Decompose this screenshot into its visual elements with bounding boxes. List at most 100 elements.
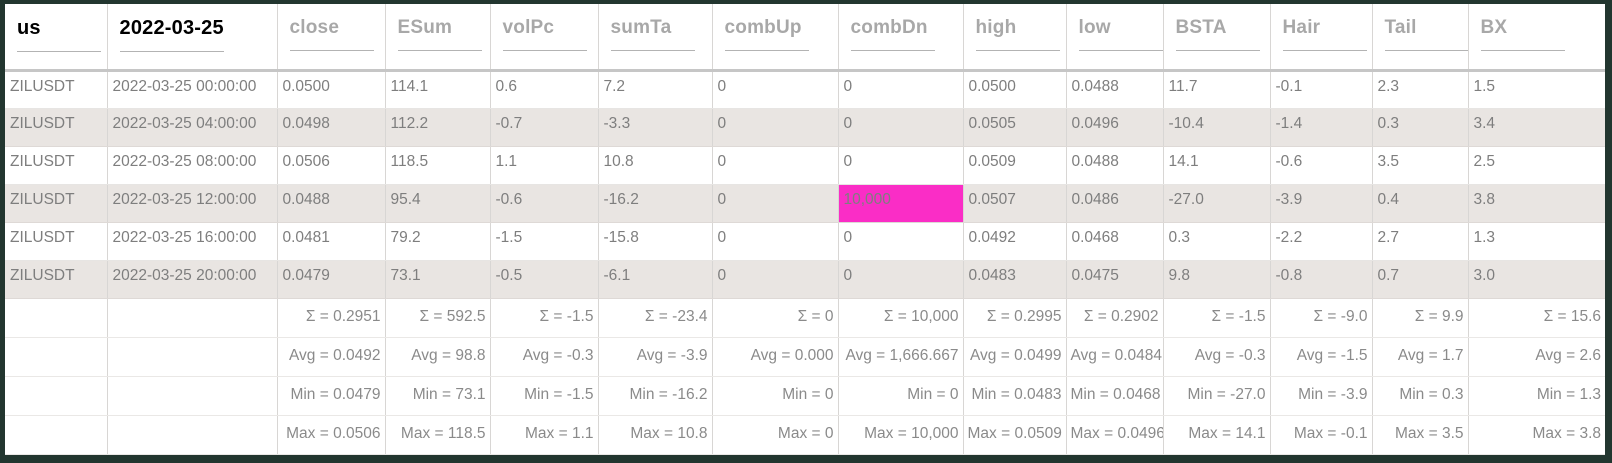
cell-esum[interactable]: 118.5: [384, 146, 490, 185]
cell-close[interactable]: 0.0479: [276, 260, 385, 299]
cell-sumta[interactable]: -15.8: [597, 222, 712, 261]
cell-bsta[interactable]: -10.4: [1162, 108, 1270, 147]
cell-tail[interactable]: 0.3: [1371, 108, 1468, 147]
column-filter-input[interactable]: [975, 50, 1060, 51]
column-filter-input[interactable]: [850, 50, 935, 51]
cell-combdn[interactable]: 0: [837, 260, 963, 299]
column-header-date[interactable]: 2022-03-25: [106, 4, 277, 72]
cell-combdn[interactable]: 0: [837, 146, 963, 185]
cell-hair[interactable]: -2.2: [1269, 222, 1372, 261]
cell-bx[interactable]: 2.5: [1467, 146, 1605, 185]
cell-combdn[interactable]: 0: [837, 70, 963, 109]
column-filter-input[interactable]: [119, 51, 224, 52]
cell-high[interactable]: 0.0483: [962, 260, 1066, 299]
column-header-bx[interactable]: BX: [1467, 4, 1605, 72]
cell-low[interactable]: 0.0486: [1065, 184, 1163, 223]
cell-close[interactable]: 0.0506: [276, 146, 385, 185]
column-header-low[interactable]: low: [1065, 4, 1163, 72]
highlighted-cell-combdn[interactable]: 10,000: [837, 184, 963, 223]
cell-date[interactable]: 2022-03-25 20:00:00: [106, 260, 277, 299]
column-header-tail[interactable]: Tail: [1371, 4, 1468, 72]
cell-low[interactable]: 0.0468: [1065, 222, 1163, 261]
cell-us[interactable]: ZILUSDT: [5, 70, 107, 109]
cell-volpc[interactable]: 1.1: [489, 146, 598, 185]
cell-volpc[interactable]: -0.7: [489, 108, 598, 147]
cell-us[interactable]: ZILUSDT: [5, 108, 107, 147]
cell-combup[interactable]: 0: [711, 70, 838, 109]
cell-volpc[interactable]: -1.5: [489, 222, 598, 261]
cell-bsta[interactable]: -27.0: [1162, 184, 1270, 223]
column-filter-input[interactable]: [724, 50, 809, 51]
cell-combdn[interactable]: 0: [837, 108, 963, 147]
cell-us[interactable]: ZILUSDT: [5, 146, 107, 185]
cell-close[interactable]: 0.0488: [276, 184, 385, 223]
cell-low[interactable]: 0.0488: [1065, 70, 1163, 109]
cell-sumta[interactable]: 7.2: [597, 70, 712, 109]
cell-tail[interactable]: 2.3: [1371, 70, 1468, 109]
column-header-bsta[interactable]: BSTA: [1162, 4, 1270, 72]
column-header-sumta[interactable]: sumTa: [597, 4, 712, 72]
cell-hair[interactable]: -0.1: [1269, 70, 1372, 109]
cell-bsta[interactable]: 9.8: [1162, 260, 1270, 299]
cell-date[interactable]: 2022-03-25 16:00:00: [106, 222, 277, 261]
cell-tail[interactable]: 3.5: [1371, 146, 1468, 185]
column-filter-input[interactable]: [289, 50, 374, 51]
column-header-hair[interactable]: Hair: [1269, 4, 1372, 72]
cell-tail[interactable]: 0.7: [1371, 260, 1468, 299]
cell-bx[interactable]: 3.4: [1467, 108, 1605, 147]
cell-volpc[interactable]: -0.5: [489, 260, 598, 299]
cell-volpc[interactable]: -0.6: [489, 184, 598, 223]
cell-date[interactable]: 2022-03-25 00:00:00: [106, 70, 277, 109]
cell-bx[interactable]: 3.8: [1467, 184, 1605, 223]
cell-combup[interactable]: 0: [711, 222, 838, 261]
cell-close[interactable]: 0.0481: [276, 222, 385, 261]
cell-us[interactable]: ZILUSDT: [5, 184, 107, 223]
column-header-esum[interactable]: ESum: [384, 4, 490, 72]
cell-close[interactable]: 0.0500: [276, 70, 385, 109]
column-header-volpc[interactable]: volPc: [489, 4, 598, 72]
cell-us[interactable]: ZILUSDT: [5, 260, 107, 299]
cell-esum[interactable]: 95.4: [384, 184, 490, 223]
cell-volpc[interactable]: 0.6: [489, 70, 598, 109]
cell-bsta[interactable]: 11.7: [1162, 70, 1270, 109]
cell-bx[interactable]: 1.5: [1467, 70, 1605, 109]
cell-esum[interactable]: 73.1: [384, 260, 490, 299]
cell-sumta[interactable]: -6.1: [597, 260, 712, 299]
column-header-high[interactable]: high: [962, 4, 1066, 72]
column-filter-input[interactable]: [502, 50, 587, 51]
cell-esum[interactable]: 112.2: [384, 108, 490, 147]
cell-tail[interactable]: 0.4: [1371, 184, 1468, 223]
cell-sumta[interactable]: 10.8: [597, 146, 712, 185]
column-filter-input[interactable]: [610, 50, 695, 51]
cell-low[interactable]: 0.0488: [1065, 146, 1163, 185]
cell-esum[interactable]: 79.2: [384, 222, 490, 261]
cell-hair[interactable]: -1.4: [1269, 108, 1372, 147]
cell-tail[interactable]: 2.7: [1371, 222, 1468, 261]
cell-low[interactable]: 0.0496: [1065, 108, 1163, 147]
column-filter-input[interactable]: [397, 50, 482, 51]
cell-combup[interactable]: 0: [711, 260, 838, 299]
cell-high[interactable]: 0.0509: [962, 146, 1066, 185]
column-filter-input[interactable]: [1480, 50, 1565, 51]
cell-bx[interactable]: 1.3: [1467, 222, 1605, 261]
cell-bsta[interactable]: 0.3: [1162, 222, 1270, 261]
cell-sumta[interactable]: -16.2: [597, 184, 712, 223]
cell-high[interactable]: 0.0507: [962, 184, 1066, 223]
cell-low[interactable]: 0.0475: [1065, 260, 1163, 299]
cell-combup[interactable]: 0: [711, 146, 838, 185]
cell-esum[interactable]: 114.1: [384, 70, 490, 109]
cell-date[interactable]: 2022-03-25 12:00:00: [106, 184, 277, 223]
cell-combup[interactable]: 0: [711, 184, 838, 223]
cell-hair[interactable]: -0.6: [1269, 146, 1372, 185]
column-filter-input[interactable]: [1384, 50, 1468, 51]
cell-high[interactable]: 0.0492: [962, 222, 1066, 261]
cell-hair[interactable]: -3.9: [1269, 184, 1372, 223]
column-filter-input[interactable]: [1078, 50, 1163, 51]
cell-close[interactable]: 0.0498: [276, 108, 385, 147]
column-header-combup[interactable]: combUp: [711, 4, 838, 72]
column-header-close[interactable]: close: [276, 4, 385, 72]
cell-hair[interactable]: -0.8: [1269, 260, 1372, 299]
cell-date[interactable]: 2022-03-25 04:00:00: [106, 108, 277, 147]
cell-combup[interactable]: 0: [711, 108, 838, 147]
cell-sumta[interactable]: -3.3: [597, 108, 712, 147]
